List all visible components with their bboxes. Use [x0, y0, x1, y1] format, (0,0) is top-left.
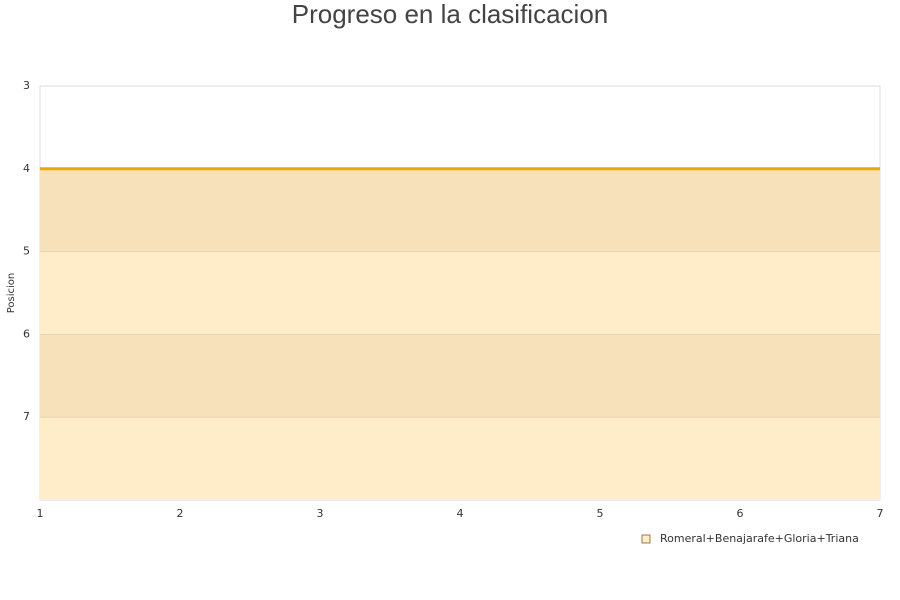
x-tick-label: 5 — [597, 507, 604, 520]
y-tick-label: 4 — [23, 162, 30, 175]
x-tick-label: 6 — [737, 507, 744, 520]
area — [40, 168, 880, 501]
x-tick-label: 7 — [877, 507, 884, 520]
chart-title: Progreso en la clasificacion — [292, 0, 609, 29]
y-tick-label: 7 — [23, 410, 30, 423]
y-tick-label: 3 — [23, 79, 30, 92]
x-tick-label: 3 — [317, 507, 324, 520]
x-tick-label: 4 — [457, 507, 464, 520]
y-tick-label: 5 — [23, 245, 30, 258]
grid-band — [40, 334, 880, 418]
y-tick-label: 6 — [23, 327, 30, 340]
x-tick-label: 1 — [37, 507, 44, 520]
legend-swatch — [641, 534, 651, 544]
legend-label: Romeral+Benajarafe+Gloria+Triana — [660, 532, 859, 545]
x-tick-label: 2 — [177, 507, 184, 520]
y-axis-label: Posicion — [6, 273, 17, 314]
grid-band — [40, 168, 880, 252]
